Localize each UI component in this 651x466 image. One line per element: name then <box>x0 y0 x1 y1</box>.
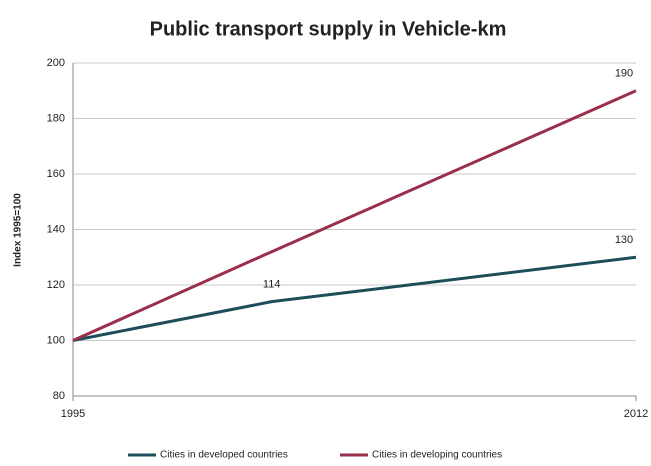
legend-label: Cities in developed countries <box>160 450 288 461</box>
legend-label: Cities in developing countries <box>372 450 502 461</box>
data-label: 114 <box>263 279 281 291</box>
y-tick-label: 160 <box>47 168 65 180</box>
y-tick-label: 180 <box>47 112 65 124</box>
y-tick-label: 200 <box>47 57 65 69</box>
y-tick-label: 120 <box>47 279 65 291</box>
data-label: 190 <box>615 68 633 80</box>
x-tick-label: 2012 <box>624 408 648 420</box>
data-label: 130 <box>615 234 633 246</box>
y-tick-label: 140 <box>47 223 65 235</box>
y-tick-label: 100 <box>47 334 65 346</box>
chart-title: Public transport supply in Vehicle-km <box>150 18 507 40</box>
series-line <box>72 255 637 342</box>
y-tick-label: 80 <box>53 390 65 402</box>
series-line <box>72 89 637 342</box>
x-tick-label: 1995 <box>61 408 85 420</box>
y-axis-label: Index 1995=100 <box>13 193 24 267</box>
